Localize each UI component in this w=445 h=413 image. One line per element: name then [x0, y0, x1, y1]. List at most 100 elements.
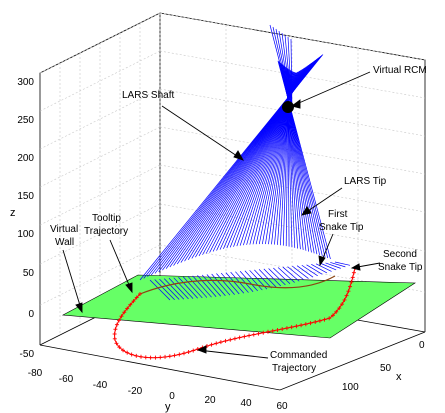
snake-segment-line: [277, 267, 295, 283]
z-tick-150: 150: [17, 191, 34, 202]
z-tick-300: 300: [17, 77, 34, 88]
label-virtual-rcm: Virtual RCM: [373, 65, 427, 76]
y-tick-neg60: -60: [59, 374, 74, 385]
lars-shaft-lines: [139, 24, 331, 281]
commanded-trajectory-markers: [112, 266, 357, 360]
lars-shaft-top-line: [278, 30, 293, 111]
arrow-tooltip-trajectory: [109, 239, 133, 293]
tooltip-trajectory-line: [139, 275, 336, 295]
arrowhead-virtual-wall: [75, 302, 83, 314]
snake-segment-line: [258, 269, 277, 288]
lars-shaft-top-line: [284, 34, 293, 111]
floor-front-edges: [39, 331, 426, 391]
arrowhead-lars-tip: [301, 206, 312, 216]
y-tick-0: 0: [169, 391, 175, 402]
snake-segment-line: [334, 261, 351, 266]
grid-z-right: [159, 50, 426, 99]
y-tick-neg40: -40: [93, 380, 108, 391]
snake-segment-line: [192, 275, 212, 298]
y-tick-neg80: -80: [28, 368, 43, 379]
arrowhead-first-snake-tip: [318, 255, 326, 267]
lars-shaft-line: [277, 60, 331, 260]
label-virtual-wall-1: Virtual: [50, 224, 78, 235]
arrow-commanded-trajectory: [197, 349, 269, 359]
label-commanded-2: Trajectory: [272, 363, 316, 374]
y-tick-20: 20: [204, 395, 216, 406]
z-tick-200: 200: [17, 153, 34, 164]
y-tick-labels: -80 -60 -40 -20 0 20 40 60: [28, 368, 288, 412]
x-tick-50: 50: [380, 363, 392, 374]
snake-segment-line: [320, 263, 337, 271]
grid-z-right: [159, 88, 426, 137]
snake-segment-line: [301, 264, 318, 277]
snake-segment-line: [182, 276, 203, 299]
y-tick-40: 40: [240, 398, 252, 409]
arrowhead-virtual-rcm: [290, 99, 301, 109]
grid-z-right: [159, 126, 426, 175]
label-tooltip-2: Trajectory: [84, 226, 128, 237]
grid-z-right: [159, 12, 426, 61]
label-first-snake-2: Snake Tip: [319, 222, 364, 233]
arrowhead-tooltip-trajectory: [125, 282, 133, 294]
snake-segment-line: [244, 270, 263, 291]
x-tick-labels: 0 50 100: [342, 340, 425, 393]
z-tick-labels: 300 250 200 150 100 50 0 -50: [17, 77, 34, 360]
snake-segment-line: [325, 262, 341, 269]
snake-segment-line: [235, 271, 254, 292]
z-axis-label: z: [10, 207, 16, 219]
snake-segment-line: [159, 278, 180, 300]
label-commanded-1: Commanded: [270, 350, 327, 361]
x-tick-0: 0: [419, 340, 425, 351]
snake-segment-line: [254, 269, 272, 289]
snake-segment-line: [287, 266, 305, 281]
snake-segment-line: [149, 279, 171, 301]
snake-segment-line: [306, 264, 323, 275]
virtual-wall-plane: [61, 274, 416, 339]
snake-segment-line: [206, 274, 226, 296]
virtual-rcm-point: [282, 101, 294, 113]
snake-segment-line: [211, 273, 231, 296]
snake-segment-line: [154, 279, 175, 300]
label-lars-shaft: LARS Shaft: [122, 90, 174, 101]
snake-segment-line: [292, 265, 309, 279]
z-tick-50: 50: [23, 268, 35, 279]
snake-segment-line: [311, 264, 328, 274]
z-tick-100: 100: [17, 229, 34, 240]
y-tick-neg20: -20: [128, 386, 143, 397]
y-axis-label: y: [165, 401, 171, 413]
snake-segment-line: [268, 268, 286, 286]
arrow-lars-shaft: [161, 105, 244, 161]
label-tooltip-1: Tooltip: [92, 213, 121, 224]
lars-shaft-top-line: [275, 28, 293, 111]
lars-shaft-top-line: [281, 32, 293, 111]
lars-shaft-top-line: [269, 24, 293, 111]
snake-segment-line: [225, 272, 245, 294]
axes-box: [39, 12, 426, 391]
arrowhead-second-snake-tip: [350, 263, 361, 271]
snake-segment-line: [220, 272, 240, 295]
z-tick-250: 250: [17, 115, 34, 126]
snake-segment-line: [197, 275, 217, 297]
snake-segment-line: [178, 276, 198, 299]
snake-segment-line: [168, 277, 189, 300]
x-tick-100: 100: [342, 382, 359, 393]
label-second-snake-1: Second: [383, 249, 417, 260]
arrow-virtual-rcm: [291, 71, 371, 107]
lars-shaft-top-line: [272, 26, 293, 111]
annotation-arrows: [62, 71, 381, 359]
snake-segment-line: [187, 276, 208, 298]
snake-segment-line: [239, 270, 258, 292]
snake-segment-line: [216, 273, 235, 295]
snake-segment-line: [163, 278, 185, 300]
label-lars-tip: LARS Tip: [344, 176, 387, 187]
arrowhead-commanded-trajectory: [196, 345, 207, 354]
snake-segment-line: [173, 277, 194, 299]
snake-segment-line: [263, 268, 282, 287]
snake-segment-line: [282, 266, 300, 282]
lars-shaft-top-line: [287, 36, 293, 111]
x-axis-label: x: [396, 371, 402, 383]
snake-segment-line: [330, 262, 346, 268]
arrow-virtual-wall: [62, 249, 83, 313]
arrowhead-lars-shaft: [233, 150, 244, 161]
